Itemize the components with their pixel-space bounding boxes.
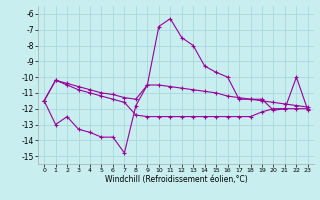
X-axis label: Windchill (Refroidissement éolien,°C): Windchill (Refroidissement éolien,°C) — [105, 175, 247, 184]
